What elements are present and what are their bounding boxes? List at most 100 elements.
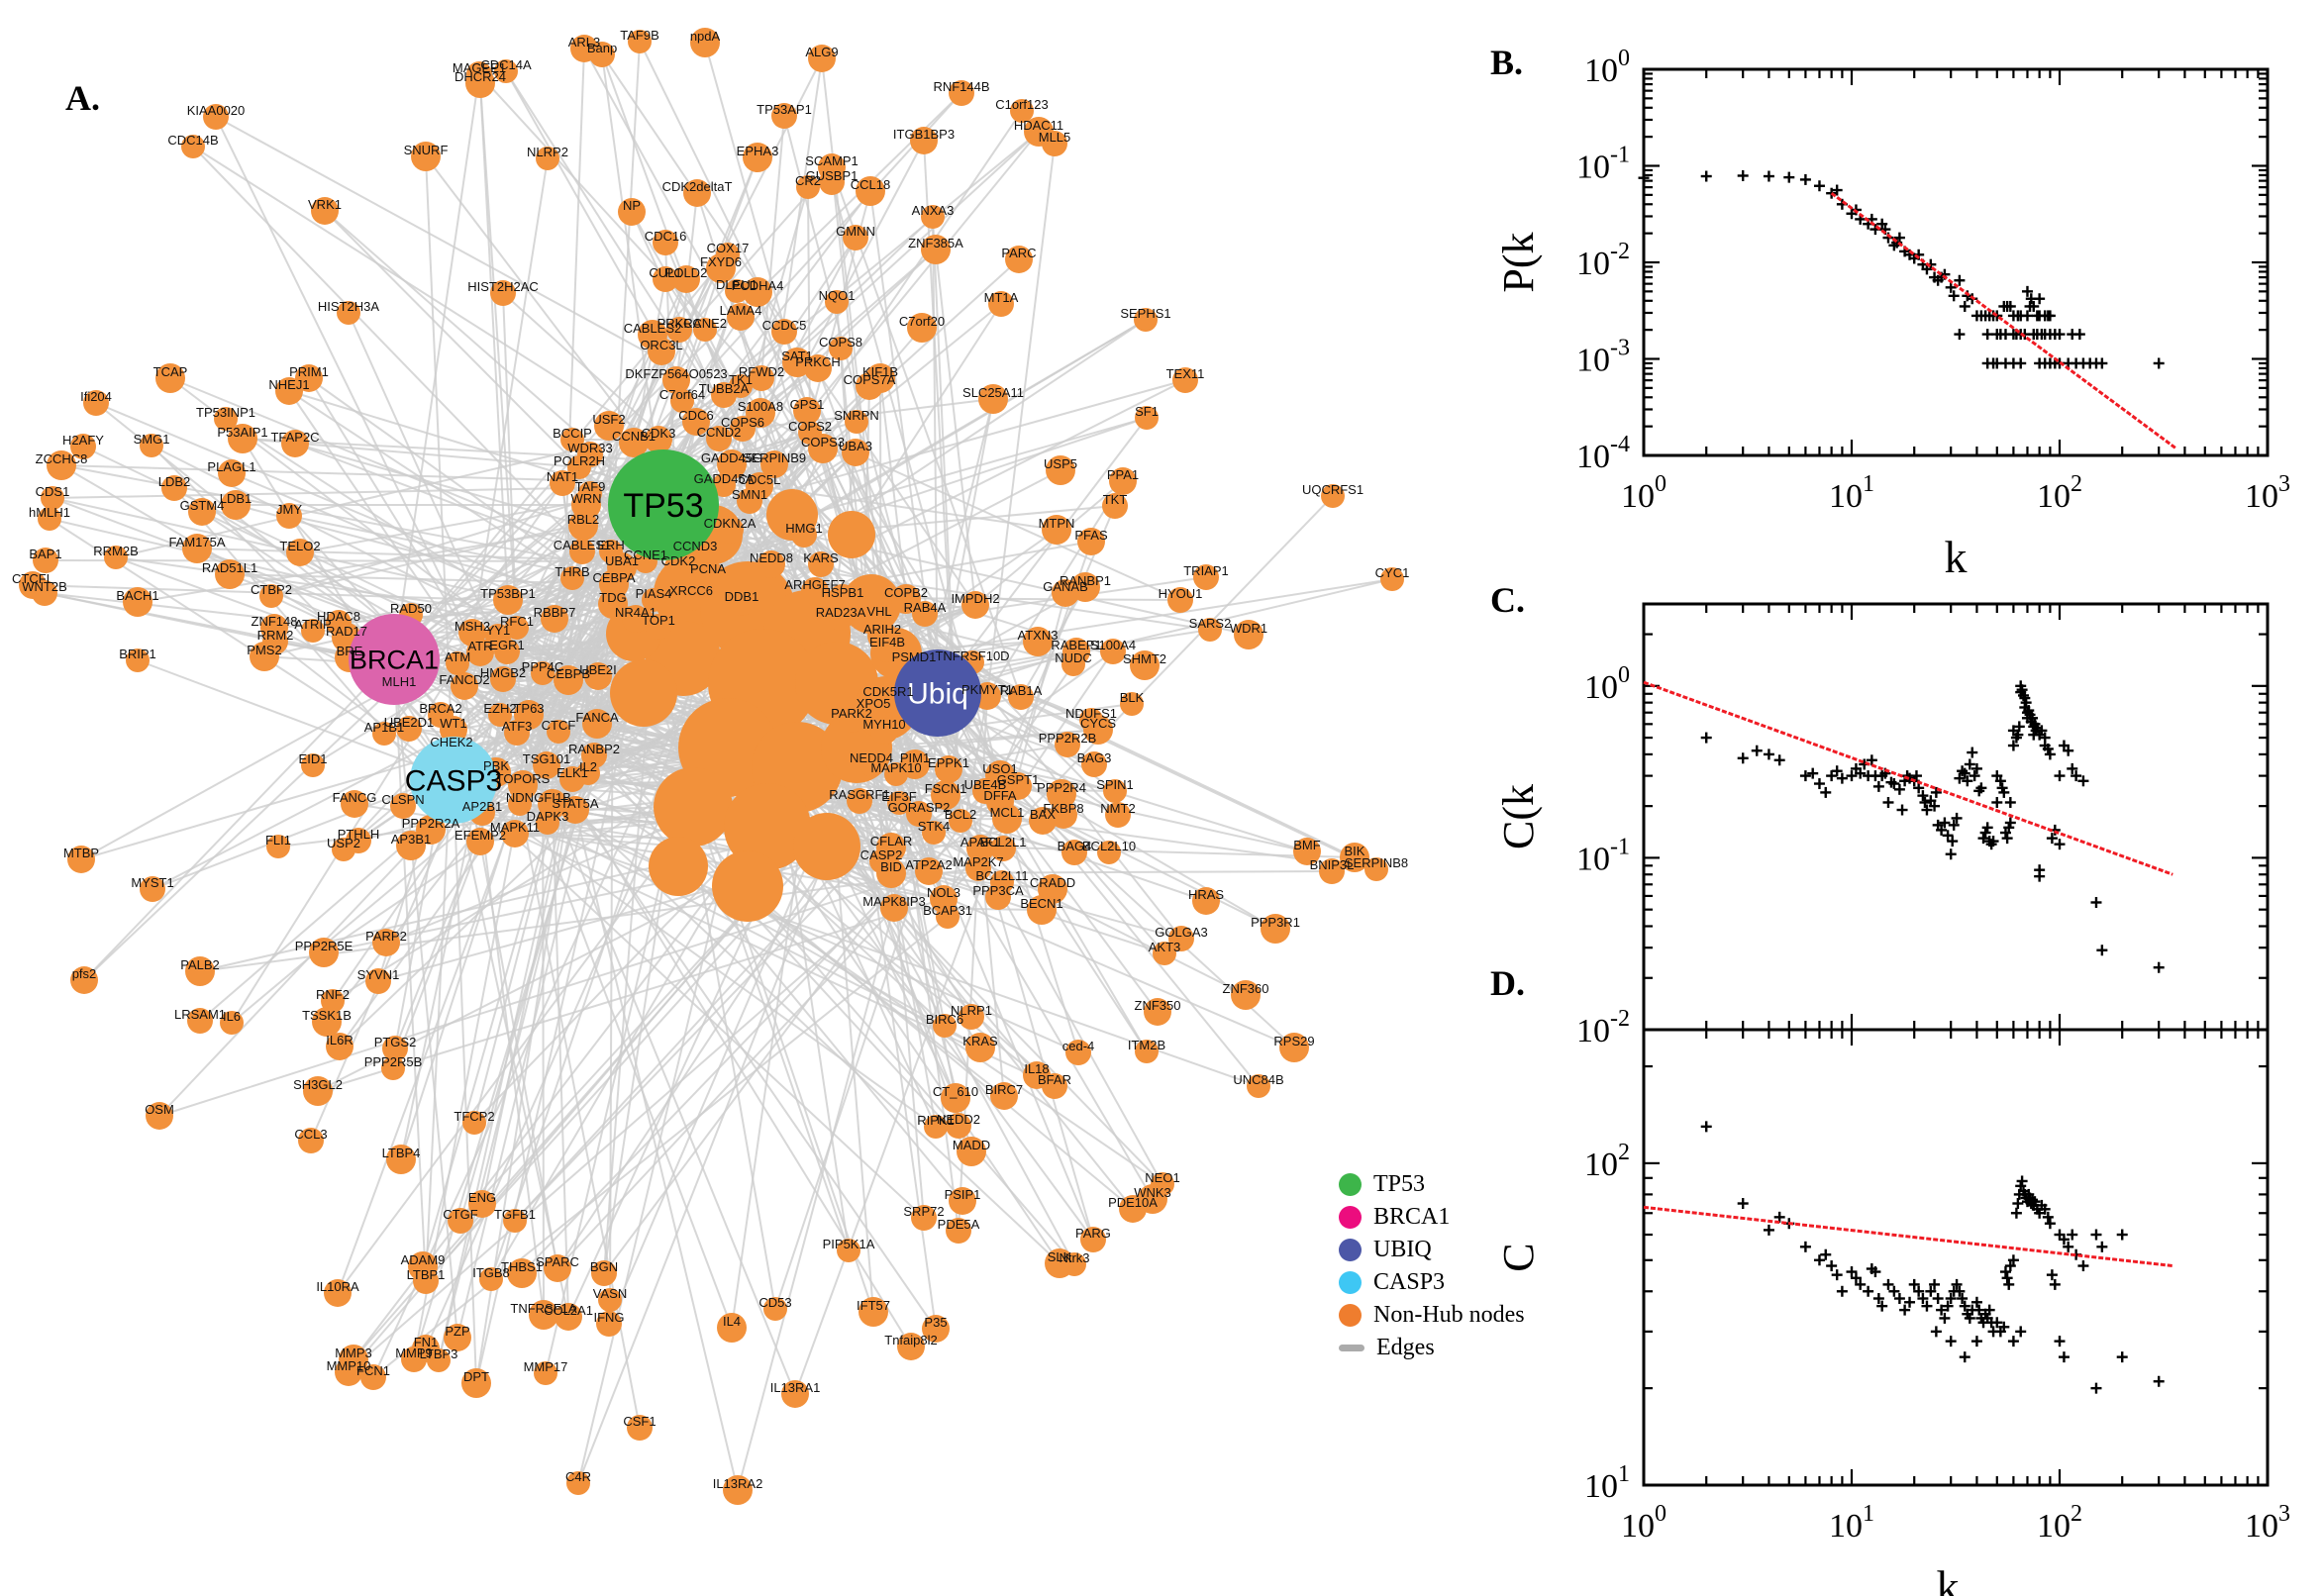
network-node: [801, 577, 829, 605]
tick-label: 102: [2037, 471, 2082, 515]
network-node: [737, 488, 762, 514]
network-node: [1144, 998, 1171, 1026]
network-node-label: TEX11: [1166, 366, 1205, 381]
legend-item-nonhub: Non-Hub nodes: [1339, 1299, 1576, 1332]
network-node-label: GOLGA3: [1155, 925, 1207, 940]
network-node: [843, 225, 868, 250]
network-node: [1134, 308, 1158, 332]
network-node-label: SMN1: [732, 487, 767, 502]
network-edge: [425, 800, 860, 1282]
network-node-label: EIF3F: [881, 789, 916, 804]
network-node-label: NLRP2: [527, 145, 568, 159]
network-node-label: PSIP1: [945, 1187, 981, 1202]
network-node-label: CDC16: [645, 229, 687, 244]
network-node-label: CSF1: [623, 1414, 656, 1429]
network-node: [529, 1300, 558, 1330]
network-node-label: EGR1: [489, 638, 524, 652]
network-node: [1042, 131, 1067, 156]
network-node-label: RAD23A: [816, 605, 866, 620]
network-node: [1380, 567, 1404, 591]
network-node-label: BFAR: [1038, 1072, 1071, 1087]
network-node-label: EPPK1: [928, 755, 969, 770]
tick-label: 10-4: [1576, 432, 1630, 475]
network-node-label: OSM: [145, 1102, 174, 1117]
network-edge: [231, 812, 483, 1024]
axis-ticks: [1644, 69, 2268, 455]
network-node-label: HSPB1: [822, 585, 864, 600]
network-node: [646, 614, 671, 640]
network-node-label: DHCR24: [454, 69, 506, 84]
network-node: [372, 929, 400, 956]
network-edge: [393, 658, 1163, 1185]
network-node-label: CABLES1: [554, 538, 612, 552]
network-node-label: PLAGL1: [207, 459, 255, 474]
network-node-label: BCL2L1: [980, 835, 1027, 849]
network-node: [931, 780, 960, 810]
network-node: [444, 1324, 471, 1351]
network-node: [711, 382, 737, 408]
node-cluster-layer: [606, 489, 922, 922]
network-node-label: AP3B1: [391, 832, 431, 847]
network-node-label: PPP3R1: [1251, 915, 1300, 930]
network-node: [332, 838, 355, 861]
network-node: [576, 761, 600, 785]
network-node-label: ARHGEF7: [784, 577, 845, 592]
network-node-label: SEPHS1: [1120, 306, 1170, 321]
network-node: [584, 662, 612, 690]
network-node-label: DAPK3: [527, 809, 569, 824]
network-edge: [463, 157, 549, 687]
network-node-label: BAX: [1030, 807, 1056, 822]
network-node-label: WT1: [440, 716, 466, 731]
network-node-label: LDB1: [220, 491, 252, 506]
network-node-label: STAT5A: [552, 796, 599, 811]
network-node: [215, 559, 245, 589]
network-node-label: PDE5A: [938, 1217, 980, 1232]
network-node-label: IL10RA: [316, 1279, 359, 1294]
network-node-label: IMPDH2: [951, 591, 999, 606]
network-node-label: RAD51L1: [202, 560, 257, 575]
network-node-label: RBL2: [567, 512, 600, 527]
network-edge: [820, 379, 1186, 565]
network-node-label: RAB1A: [1000, 683, 1043, 698]
network-node-label: GFI1B: [534, 790, 571, 805]
network-node-label: COL2A1: [544, 1303, 593, 1318]
network-node-label: NP: [623, 198, 641, 213]
network-node: [645, 426, 672, 453]
tick-label: 100: [1621, 1501, 1666, 1545]
network-node-label: FCN1: [356, 1363, 390, 1378]
network-node-label: EPHA3: [737, 144, 779, 158]
network-node-label: CEBPA: [592, 570, 635, 585]
network-node-label: CDKN2A: [704, 516, 757, 531]
network-node-label: NQO1: [819, 288, 856, 303]
network-node-label: CCNE2: [683, 316, 727, 331]
network-node-label: IFT57: [857, 1298, 890, 1313]
network-node: [214, 407, 238, 431]
edge-swatch-icon: [1339, 1345, 1364, 1351]
network-node: [876, 858, 906, 888]
network-node: [534, 1361, 557, 1385]
network-node: [760, 450, 788, 478]
network-node: [1004, 772, 1032, 800]
network-node: [648, 338, 675, 365]
network-node-label: NUDC: [1055, 650, 1092, 665]
network-node: [365, 968, 391, 994]
node-cluster-blob: [793, 813, 860, 880]
network-node: [462, 1111, 486, 1135]
network-node: [591, 1260, 617, 1286]
plot-frame: [1642, 67, 2270, 457]
network-node-label: MAP2K7: [953, 854, 1003, 869]
network-node-label: SLK: [1048, 1249, 1072, 1264]
network-node-label: FSCN1: [925, 781, 967, 796]
legend-label: CASP3: [1373, 1269, 1446, 1295]
network-node-label: TFCP2: [454, 1109, 494, 1124]
node-cluster-blob: [649, 837, 708, 896]
legend-label: Non-Hub nodes: [1373, 1302, 1525, 1328]
network-node-label: MAPK10: [870, 760, 921, 775]
network-node: [1047, 779, 1076, 809]
network-node: [594, 411, 624, 441]
network-node-label: SPARC: [536, 1254, 579, 1269]
network-node-label: XPO5: [857, 696, 891, 711]
network-node-label: NEO1: [1145, 1170, 1179, 1185]
network-node-label: UBE4B: [964, 777, 1007, 792]
network-node-label: BIRC7: [985, 1082, 1023, 1097]
